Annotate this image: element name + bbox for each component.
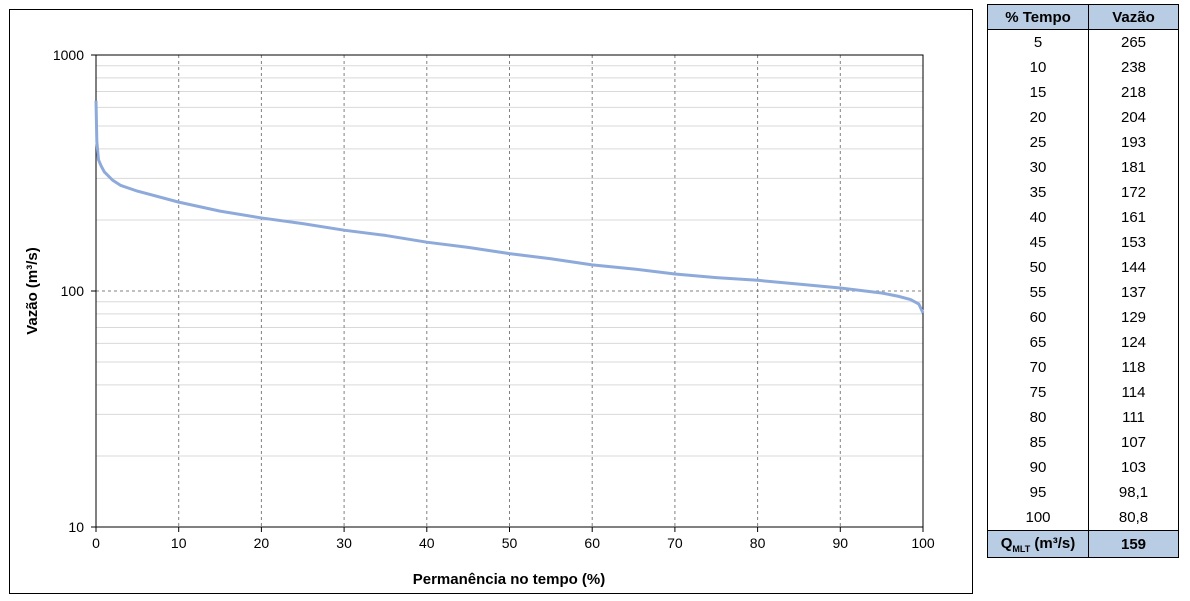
x-tick-label: 50 xyxy=(502,535,518,551)
series-line xyxy=(94,100,925,314)
y-tick-label: 1000 xyxy=(53,47,84,63)
table-header-row: % Tempo Vazão xyxy=(987,4,1179,30)
table-row: 85 107 xyxy=(987,430,1179,455)
cell-vazao: 98,1 xyxy=(1088,480,1179,505)
x-tick-label: 10 xyxy=(171,535,187,551)
x-tick-label: 100 xyxy=(911,535,935,551)
x-tick-label: 0 xyxy=(92,535,100,551)
y-tick-label: 100 xyxy=(61,283,85,299)
x-axis-title: Permanência no tempo (%) xyxy=(413,571,606,588)
cell-tempo: 50 xyxy=(987,255,1089,280)
cell-tempo: 45 xyxy=(987,230,1089,255)
cell-tempo: 5 xyxy=(987,29,1089,55)
qmlt-subscript: MLT xyxy=(1012,543,1031,554)
header-vazao: Vazão xyxy=(1088,4,1179,30)
table-row: 20 204 xyxy=(987,105,1179,130)
x-tick-label: 40 xyxy=(419,535,435,551)
cell-tempo: 70 xyxy=(987,355,1089,380)
cell-vazao: 204 xyxy=(1088,105,1179,130)
table-row: 50 144 xyxy=(987,255,1179,280)
flow-table: % Tempo Vazão 5 265 10 238 15 218 20 204 25 193 30… xyxy=(987,4,1179,558)
cell-tempo: 40 xyxy=(987,205,1089,230)
table-row: 65 124 xyxy=(987,330,1179,355)
cell-tempo: 80 xyxy=(987,405,1089,430)
qmlt-symbol: Q xyxy=(1000,534,1013,552)
cell-vazao: 161 xyxy=(1088,205,1179,230)
cell-tempo: 65 xyxy=(987,330,1089,355)
table-body: 5 265 10 238 15 218 20 204 25 193 30 181 35 172 40 161 4… xyxy=(987,29,1179,531)
table-row: 15 218 xyxy=(987,80,1179,105)
qmlt-label: QMLT (m³/s) xyxy=(987,530,1089,558)
table-row: 30 181 xyxy=(987,155,1179,180)
table-row: 95 98,1 xyxy=(987,480,1179,505)
y-axis-title: Vazão (m³/s) xyxy=(24,247,41,335)
table-row: 45 153 xyxy=(987,230,1179,255)
x-tick-label: 30 xyxy=(336,535,352,551)
table-row: 25 193 xyxy=(987,130,1179,155)
cell-vazao: 80,8 xyxy=(1088,505,1179,531)
table-row: 10 238 xyxy=(987,55,1179,80)
table-row: 100 80,8 xyxy=(987,505,1179,531)
table-row: 60 129 xyxy=(987,305,1179,330)
cell-vazao: 103 xyxy=(1088,455,1179,480)
table-row: 75 114 xyxy=(987,380,1179,405)
chart-frame: 0 10 20 30 40 50 60 70 80 90 100 10 100 1000 Permanê… xyxy=(9,9,973,594)
cell-vazao: 193 xyxy=(1088,130,1179,155)
cell-tempo: 60 xyxy=(987,305,1089,330)
x-tick-labels: 0 10 20 30 40 50 60 70 80 90 100 xyxy=(92,527,935,551)
cell-vazao: 218 xyxy=(1088,80,1179,105)
cell-vazao: 124 xyxy=(1088,330,1179,355)
x-tick-label: 90 xyxy=(833,535,849,551)
table-row: 5 265 xyxy=(987,29,1179,55)
flow-table-container: % Tempo Vazão 5 265 10 238 15 218 20 204 25 193 30… xyxy=(987,4,1179,558)
cell-vazao: 129 xyxy=(1088,305,1179,330)
cell-vazao: 181 xyxy=(1088,155,1179,180)
cell-vazao: 111 xyxy=(1088,405,1179,430)
table-row: 40 161 xyxy=(987,205,1179,230)
cell-tempo: 20 xyxy=(987,105,1089,130)
cell-tempo: 25 xyxy=(987,130,1089,155)
cell-vazao: 172 xyxy=(1088,180,1179,205)
cell-tempo: 75 xyxy=(987,380,1089,405)
cell-tempo: 85 xyxy=(987,430,1089,455)
cell-tempo: 100 xyxy=(987,505,1089,531)
table-row: 80 111 xyxy=(987,405,1179,430)
x-tick-label: 70 xyxy=(667,535,683,551)
x-tick-label: 80 xyxy=(750,535,766,551)
cell-tempo: 95 xyxy=(987,480,1089,505)
x-tick-label: 20 xyxy=(254,535,270,551)
qmlt-value: 159 xyxy=(1088,530,1179,558)
cell-vazao: 153 xyxy=(1088,230,1179,255)
cell-tempo: 55 xyxy=(987,280,1089,305)
table-footer-row: QMLT (m³/s) 159 xyxy=(987,530,1179,558)
cell-vazao: 114 xyxy=(1088,380,1179,405)
cell-tempo: 10 xyxy=(987,55,1089,80)
cell-vazao: 238 xyxy=(1088,55,1179,80)
cell-vazao: 107 xyxy=(1088,430,1179,455)
flow-duration-chart: 0 10 20 30 40 50 60 70 80 90 100 10 100 1000 Permanê… xyxy=(24,47,935,588)
table-row: 35 172 xyxy=(987,180,1179,205)
cell-vazao: 118 xyxy=(1088,355,1179,380)
cell-tempo: 30 xyxy=(987,155,1089,180)
header-tempo: % Tempo xyxy=(987,4,1089,30)
x-tick-label: 60 xyxy=(584,535,600,551)
table-row: 55 137 xyxy=(987,280,1179,305)
y-tick-labels: 10 100 1000 xyxy=(53,47,96,535)
cell-vazao: 137 xyxy=(1088,280,1179,305)
major-grid xyxy=(96,55,923,527)
cell-tempo: 90 xyxy=(987,455,1089,480)
qmlt-unit: (m³/s) xyxy=(1030,534,1076,552)
table-row: 90 103 xyxy=(987,455,1179,480)
table-row: 70 118 xyxy=(987,355,1179,380)
cell-tempo: 15 xyxy=(987,80,1089,105)
y-tick-label: 10 xyxy=(68,519,84,535)
cell-vazao: 265 xyxy=(1088,29,1179,55)
cell-tempo: 35 xyxy=(987,180,1089,205)
cell-vazao: 144 xyxy=(1088,255,1179,280)
